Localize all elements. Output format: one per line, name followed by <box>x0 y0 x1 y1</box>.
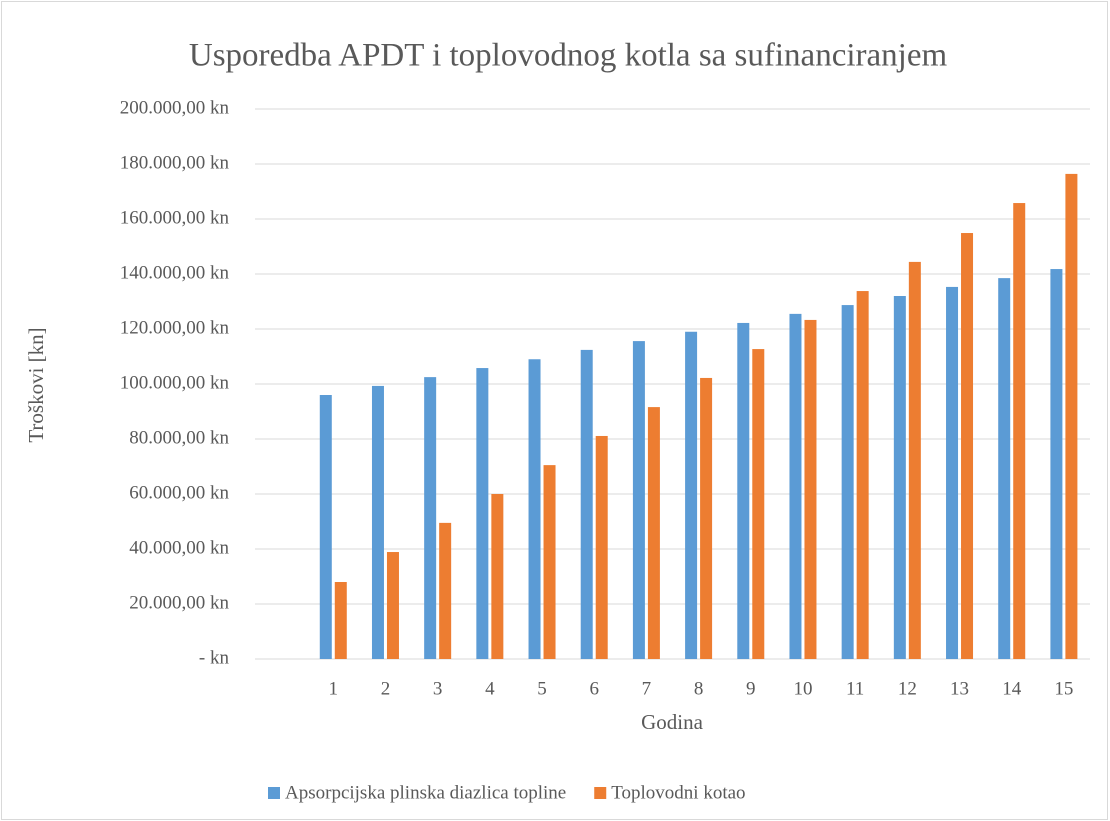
x-tick-label: 11 <box>846 678 864 699</box>
y-tick-label: 100.000,00 kn <box>120 372 230 393</box>
x-tick-label: 3 <box>433 678 443 699</box>
bar <box>946 286 959 659</box>
legend-swatch <box>268 787 280 799</box>
x-axis-label: Godina <box>641 710 704 734</box>
x-tick-label: 7 <box>642 678 652 699</box>
bar <box>386 552 399 659</box>
y-tick-label: 60.000,00 kn <box>129 482 229 503</box>
bar <box>476 368 489 659</box>
x-tick-label: 1 <box>329 678 339 699</box>
chart-title: Usporedba APDT i toplovodnog kotla sa su… <box>189 38 948 74</box>
y-tick-label: 200.000,00 kn <box>120 97 230 118</box>
legend-label: Apsorpcijska plinska diazlica topline <box>285 782 566 803</box>
bar <box>595 435 608 659</box>
bar <box>998 278 1011 659</box>
legend-label: Toplovodni kotao <box>611 782 745 803</box>
x-tick-label: 9 <box>746 678 756 699</box>
y-tick-label: - kn <box>199 647 230 668</box>
x-tick-label: 12 <box>898 678 917 699</box>
bar <box>334 582 347 659</box>
bar <box>491 494 504 659</box>
bar <box>685 331 698 659</box>
bar <box>961 233 974 659</box>
bar <box>737 322 750 659</box>
bar <box>424 377 437 659</box>
bar <box>580 349 593 659</box>
y-tick-label: 140.000,00 kn <box>120 262 230 283</box>
y-tick-label: 40.000,00 kn <box>129 537 229 558</box>
y-axis-label: Troškovi [kn] <box>24 327 48 442</box>
bar <box>1013 203 1026 660</box>
bar <box>1065 173 1078 659</box>
x-tick-label: 5 <box>537 678 547 699</box>
y-tick-label: 120.000,00 kn <box>120 317 230 338</box>
bar <box>841 305 854 659</box>
x-tick-label: 13 <box>950 678 969 699</box>
bar <box>647 407 660 659</box>
bar <box>856 291 869 659</box>
y-tick-label: 80.000,00 kn <box>129 427 229 448</box>
x-tick-label: 8 <box>694 678 704 699</box>
x-tick-label: 14 <box>1002 678 1022 699</box>
x-tick-label: 2 <box>381 678 391 699</box>
y-tick-label: 20.000,00 kn <box>129 592 229 613</box>
bar <box>319 395 332 659</box>
bar <box>752 349 765 659</box>
legend-swatch <box>594 787 607 799</box>
bar <box>371 385 384 659</box>
bar <box>804 319 817 659</box>
x-tick-label: 10 <box>793 678 812 699</box>
bar <box>528 359 541 659</box>
bar <box>543 465 556 659</box>
bar <box>1050 269 1063 659</box>
bar <box>439 522 452 659</box>
y-tick-label: 180.000,00 kn <box>120 152 230 173</box>
x-tick-label: 15 <box>1054 678 1073 699</box>
x-tick-label: 6 <box>589 678 599 699</box>
bar <box>893 296 906 659</box>
bar <box>632 341 645 659</box>
bar <box>700 377 713 659</box>
bar <box>908 261 921 659</box>
y-tick-label: 160.000,00 kn <box>120 207 230 228</box>
bar <box>789 313 802 659</box>
x-tick-label: 4 <box>485 678 495 699</box>
